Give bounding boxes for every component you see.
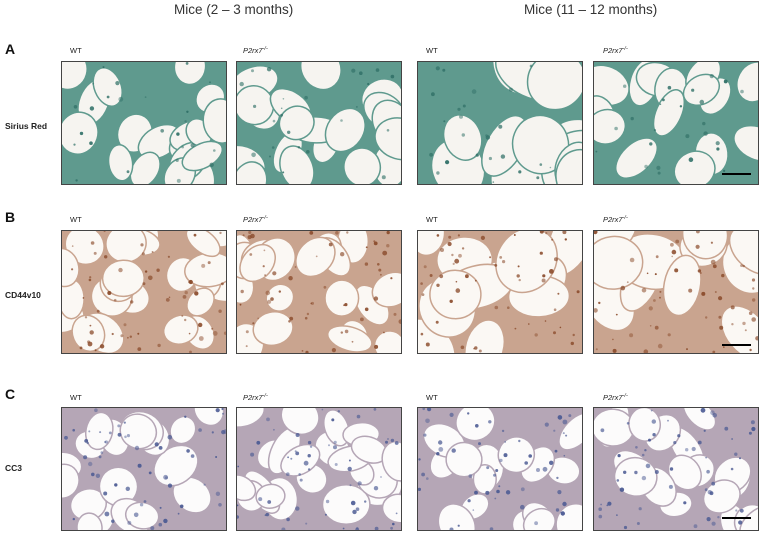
micrograph-c-old-p2rx7 <box>593 407 759 531</box>
scale-bar <box>722 517 751 519</box>
genotype-label-wt: WT <box>70 215 82 224</box>
tissue-texture <box>237 408 401 530</box>
tissue-texture <box>237 62 401 184</box>
tissue-texture <box>418 408 582 530</box>
micrograph-c-old-wt <box>417 407 583 531</box>
genotype-label-wt: WT <box>70 393 82 402</box>
micrograph-a-young-p2rx7 <box>236 61 402 185</box>
column-header-young: Mice (2 – 3 months) <box>174 2 294 17</box>
tissue-texture <box>594 62 758 184</box>
tissue-texture <box>418 62 582 184</box>
row-label-cd44v10: CD44v10 <box>5 290 41 300</box>
row-label-cc3: CC3 <box>5 463 23 473</box>
genotype-label-mutant: P2rx7-/- <box>243 393 268 402</box>
genotype-label-mutant: P2rx7-/- <box>603 215 628 224</box>
genotype-label-wt: WT <box>426 215 438 224</box>
genotype-label-mutant: P2rx7-/- <box>603 393 628 402</box>
column-header-old: Mice (11 – 12 months) <box>524 2 658 17</box>
panel-letter-b: B <box>5 209 16 225</box>
micrograph-b-old-p2rx7 <box>593 230 759 354</box>
genotype-label-mutant: P2rx7-/- <box>243 46 268 55</box>
tissue-texture <box>62 408 226 530</box>
tissue-texture <box>594 231 758 353</box>
genotype-label-wt: WT <box>70 46 82 55</box>
micrograph-b-young-p2rx7 <box>236 230 402 354</box>
genotype-label-wt: WT <box>426 393 438 402</box>
row-label-sirius-red: Sirius Red <box>5 121 48 131</box>
tissue-texture <box>62 231 226 353</box>
genotype-label-mutant: P2rx7-/- <box>243 215 268 224</box>
micrograph-c-young-p2rx7 <box>236 407 402 531</box>
micrograph-b-old-wt <box>417 230 583 354</box>
tissue-texture <box>594 408 758 530</box>
micrograph-b-young-wt <box>61 230 227 354</box>
panel-letter-a: A <box>5 41 16 57</box>
micrograph-c-young-wt <box>61 407 227 531</box>
panel-letter-c: C <box>5 386 16 402</box>
tissue-texture <box>418 231 582 353</box>
genotype-label-wt: WT <box>426 46 438 55</box>
tissue-texture <box>62 62 226 184</box>
micrograph-a-old-p2rx7 <box>593 61 759 185</box>
micrograph-a-young-wt <box>61 61 227 185</box>
scale-bar <box>722 344 751 346</box>
genotype-label-mutant: P2rx7-/- <box>603 46 628 55</box>
tissue-texture <box>237 231 401 353</box>
scale-bar <box>722 173 751 175</box>
micrograph-a-old-wt <box>417 61 583 185</box>
